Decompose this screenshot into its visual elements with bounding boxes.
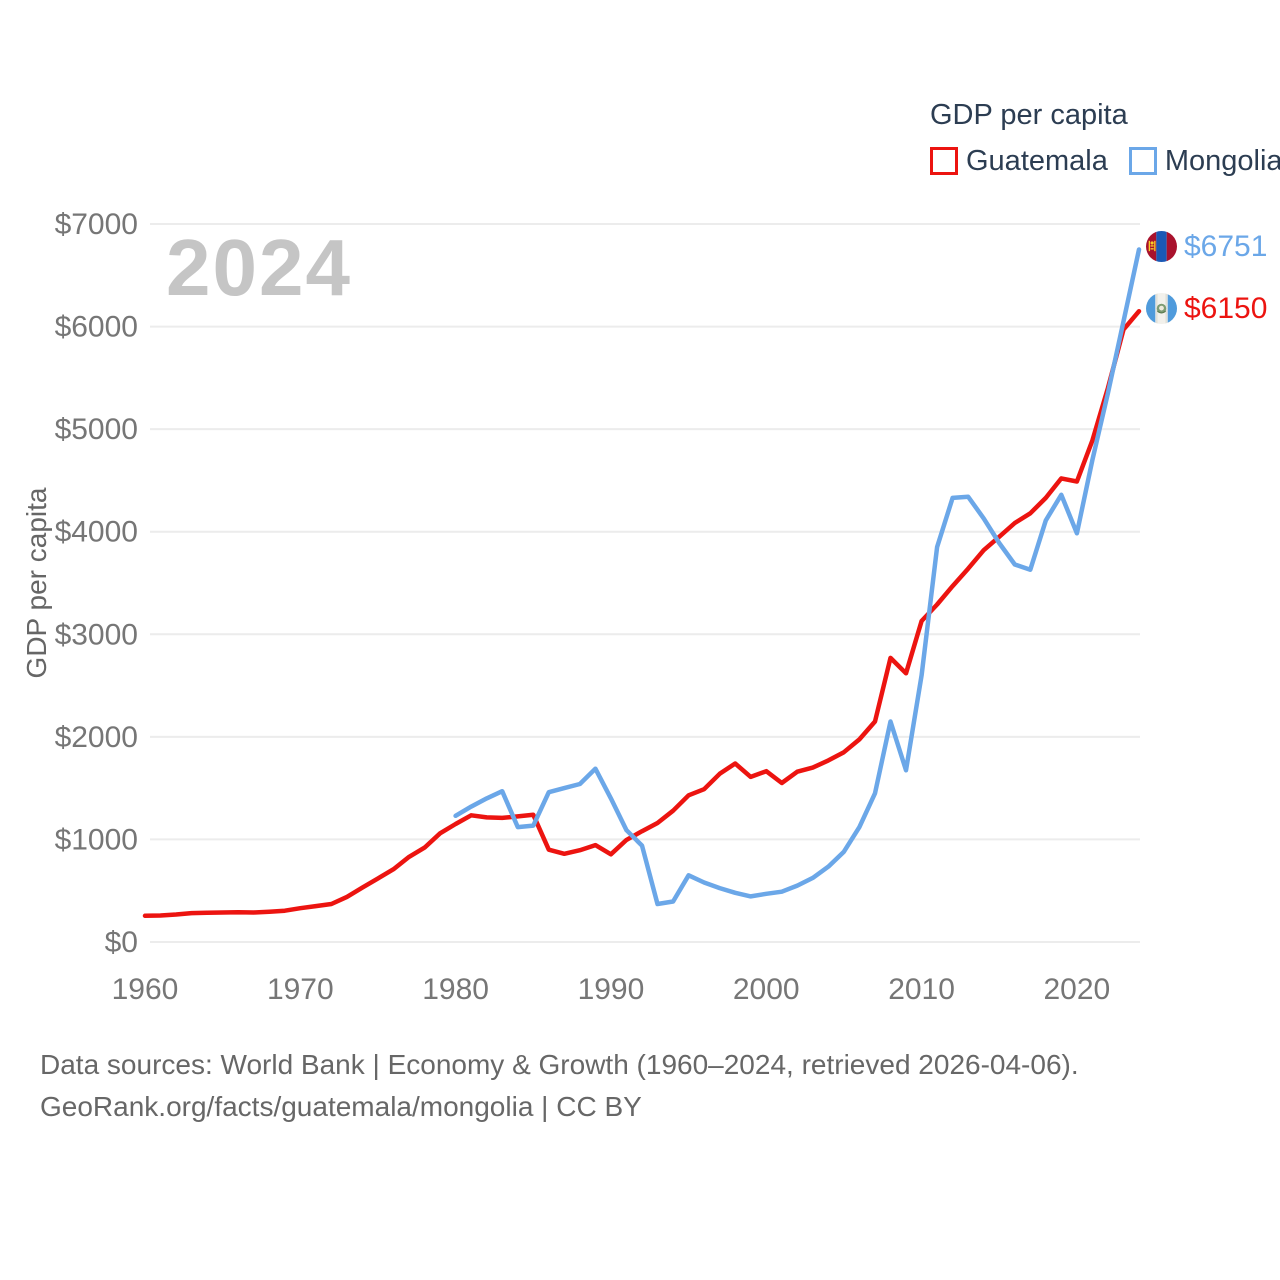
y-axis-title: GDP per capita	[21, 487, 52, 678]
x-tick-label: 2000	[733, 973, 800, 1006]
x-tick-label: 1980	[422, 973, 489, 1006]
end-label-guatemala: $6150	[1146, 293, 1267, 324]
mongolia-flag-icon	[1146, 231, 1177, 262]
legend-item-guatemala[interactable]: Guatemala	[930, 144, 1108, 177]
y-tick-label: $2000	[55, 721, 138, 754]
guatemala-flag-icon	[1146, 293, 1177, 324]
guatemala-swatch-icon	[930, 147, 958, 176]
x-tick-label: 1970	[267, 973, 334, 1006]
legend-label: Mongolia	[1164, 144, 1280, 177]
y-tick-label: $0	[105, 926, 138, 959]
footer-attribution-line: GeoRank.org/facts/guatemala/mongolia | C…	[40, 1091, 642, 1122]
series-line-guatemala	[142, 308, 1142, 919]
legend-row: Guatemala Mongolia	[930, 144, 1280, 177]
mongolia-swatch-icon	[1128, 147, 1157, 176]
legend-label: Guatemala	[966, 144, 1108, 177]
y-tick-label: $7000	[55, 208, 138, 241]
y-tick-label: $1000	[55, 823, 138, 856]
x-tick-label: 2010	[888, 973, 955, 1006]
y-tick-label: $3000	[55, 618, 138, 651]
x-tick-label: 1960	[112, 973, 179, 1006]
legend-item-mongolia[interactable]: Mongolia	[1128, 144, 1280, 177]
x-tick-label: 2020	[1044, 973, 1111, 1006]
legend-title: GDP per capita	[930, 99, 1128, 131]
x-tick-label: 1990	[578, 973, 645, 1006]
end-label-value: $6150	[1184, 291, 1268, 325]
y-tick-label: $5000	[55, 413, 138, 446]
y-tick-label: $4000	[55, 516, 138, 549]
end-label-value: $6751	[1184, 229, 1268, 263]
legend: GDP per capita Guatemala Mongolia	[930, 99, 1280, 177]
watermark-year: 2024	[166, 223, 352, 312]
footer: Data sources: World Bank | Economy & Gro…	[40, 1044, 1140, 1128]
y-tick-label: $6000	[55, 311, 138, 344]
footer-sources-line: Data sources: World Bank | Economy & Gro…	[40, 1049, 1079, 1080]
series-line-mongolia	[453, 247, 1142, 907]
end-label-mongolia: $6751	[1146, 231, 1267, 262]
